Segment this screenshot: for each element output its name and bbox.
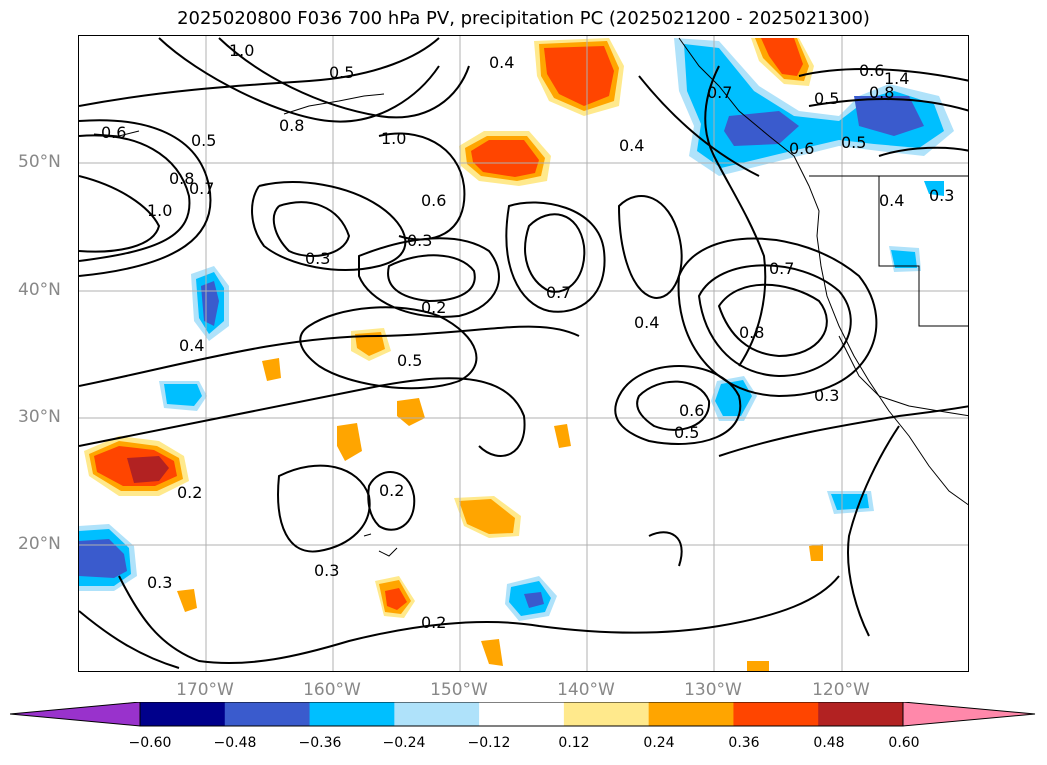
contour-label: 0.5 — [329, 63, 354, 82]
colorbar-segment — [818, 702, 904, 726]
contour-label: 0.3 — [305, 249, 330, 268]
colorbar-segment — [394, 702, 480, 726]
map-title: 2025020800 F036 700 hPa PV, precipitatio… — [177, 8, 870, 29]
colorbar-tick: −0.36 — [298, 735, 342, 751]
lon-label-170w: 170°W — [176, 680, 234, 700]
colorbar — [10, 702, 1036, 727]
colorbar-segment — [563, 702, 650, 726]
contour-label: 0.8 — [869, 83, 894, 102]
contour-label: 0.5 — [191, 131, 216, 150]
pv-contours — [79, 37, 968, 669]
contour-label: 0.3 — [929, 186, 954, 205]
colorbar-segment — [309, 702, 395, 726]
precipitation-shading — [79, 38, 954, 671]
colorbar-extend-max — [902, 702, 1036, 727]
colorbar-tick: 0.24 — [643, 735, 675, 751]
colorbar-segment — [648, 702, 734, 726]
contour-label: 0.4 — [619, 136, 644, 155]
contour-label: 0.5 — [674, 423, 699, 442]
lat-label-30n: 30°N — [18, 407, 61, 427]
contour-label: 0.3 — [147, 573, 172, 592]
contour-label: 0.4 — [489, 53, 514, 72]
colorbar-tick: −0.60 — [128, 735, 172, 751]
contour-label: 1.0 — [381, 129, 406, 148]
lon-label-140w: 140°W — [557, 680, 615, 700]
colorbar-tick: 0.12 — [558, 735, 590, 751]
contour-label: 0.6 — [421, 191, 446, 210]
contour-label: 0.7 — [546, 283, 571, 302]
contour-labels: 1.0 0.6 0.5 0.8 0.7 0.4 1.0 0.6 0.3 0.3 … — [101, 41, 954, 632]
colorbar-tick: −0.24 — [382, 735, 426, 751]
contour-label: 0.6 — [859, 61, 884, 80]
lat-label-50n: 50°N — [18, 152, 61, 172]
contour-label: 0.4 — [879, 191, 904, 210]
colorbar-segment — [224, 702, 311, 726]
colorbar-tick: 0.60 — [888, 735, 920, 751]
lon-label-120w: 120°W — [812, 680, 870, 700]
map-canvas: 1.0 0.6 0.5 0.8 0.7 0.4 1.0 0.6 0.3 0.3 … — [79, 36, 968, 671]
contour-label: 0.2 — [421, 298, 446, 317]
lon-label-160w: 160°W — [303, 680, 361, 700]
colorbar-tick: −0.48 — [213, 735, 257, 751]
colorbar-tick: 0.48 — [813, 735, 845, 751]
contour-label: 0.8 — [169, 169, 194, 188]
contour-label: 0.4 — [179, 336, 204, 355]
contour-label: 0.4 — [634, 313, 659, 332]
colorbar-segment — [140, 702, 226, 726]
contour-label: 1.0 — [147, 201, 172, 220]
colorbar-extend-min — [10, 702, 141, 727]
graticule — [79, 36, 968, 671]
contour-label: 1.4 — [884, 69, 909, 88]
colorbar-segment — [733, 702, 819, 726]
lon-label-130w: 130°W — [684, 680, 742, 700]
colorbar-tick: −0.12 — [467, 735, 511, 751]
contour-label: 0.2 — [177, 483, 202, 502]
colorbar-segments — [10, 702, 1036, 727]
contour-label: 0.8 — [739, 323, 764, 342]
lon-label-150w: 150°W — [430, 680, 488, 700]
contour-label: 0.5 — [397, 351, 422, 370]
contour-label: 0.3 — [407, 231, 432, 250]
contour-label: 0.6 — [101, 123, 126, 142]
contour-label: 0.7 — [769, 259, 794, 278]
map-panel: 1.0 0.6 0.5 0.8 0.7 0.4 1.0 0.6 0.3 0.3 … — [78, 35, 969, 672]
contour-label: 0.5 — [841, 133, 866, 152]
lat-label-40n: 40°N — [18, 280, 61, 300]
contour-label: 0.2 — [379, 481, 404, 500]
colorbar-tick: 0.36 — [728, 735, 760, 751]
lat-label-20n: 20°N — [18, 534, 61, 554]
contour-label: 0.6 — [789, 139, 814, 158]
contour-label: 0.2 — [421, 613, 446, 632]
contour-label: 0.5 — [814, 89, 839, 108]
contour-label: 0.8 — [279, 116, 304, 135]
contour-label: 0.7 — [189, 179, 214, 198]
contour-label: 0.6 — [679, 401, 704, 420]
contour-label: 0.3 — [814, 386, 839, 405]
colorbar-segment — [479, 702, 565, 726]
colorbar-frame — [139, 702, 904, 727]
contour-label: 0.3 — [314, 561, 339, 580]
contour-label: 0.7 — [707, 83, 732, 102]
contour-label: 1.0 — [229, 41, 254, 60]
